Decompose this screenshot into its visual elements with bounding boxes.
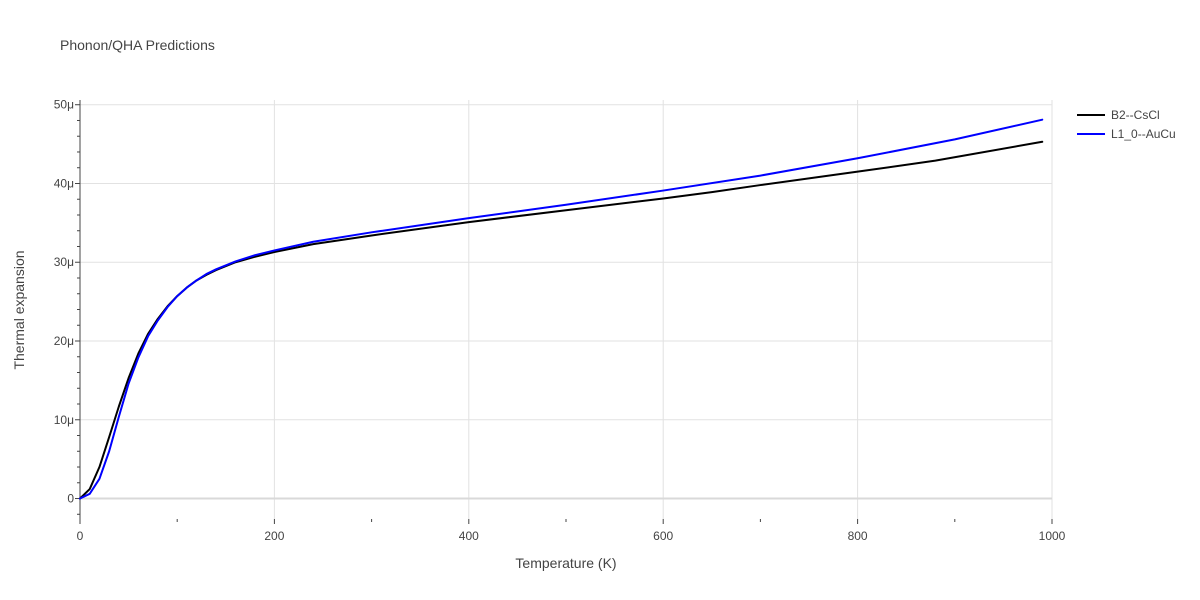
y-tick-label: 50μ xyxy=(54,98,74,112)
legend[interactable]: B2--CsCl L1_0--AuCu xyxy=(1077,108,1176,141)
y-tick-label: 0 xyxy=(67,492,74,506)
series-layer xyxy=(79,118,1044,500)
x-tick-label: 1000 xyxy=(1039,529,1066,543)
x-axis-title: Temperature (K) xyxy=(515,555,616,571)
y-tick-label: 30μ xyxy=(54,255,74,269)
y-tick-label: 10μ xyxy=(54,413,74,427)
x-tick-label: 200 xyxy=(264,529,284,543)
legend-label: B2--CsCl xyxy=(1111,108,1160,122)
y-tick-label: 20μ xyxy=(54,334,74,348)
y-axis-ticks: 0 10μ 20μ 30μ 40μ 50μ xyxy=(54,98,80,515)
legend-item-1[interactable]: B2--CsCl xyxy=(1077,108,1160,122)
x-tick-label: 400 xyxy=(459,529,479,543)
x-tick-label: 600 xyxy=(653,529,673,543)
y-tick-label: 40μ xyxy=(54,176,74,190)
y-gridlines xyxy=(80,104,1052,421)
x-tick-label: 0 xyxy=(77,529,84,543)
legend-label: L1_0--AuCu xyxy=(1111,127,1176,141)
legend-item-2[interactable]: L1_0--AuCu xyxy=(1077,127,1176,141)
x-tick-label: 800 xyxy=(848,529,868,543)
x-gridlines xyxy=(273,100,1053,519)
series-line-2[interactable] xyxy=(79,118,1044,500)
x-axis-ticks: 0 200 400 600 800 1000 xyxy=(77,519,1066,543)
series-line-1[interactable] xyxy=(79,140,1044,500)
y-axis-title: Thermal expansion xyxy=(11,250,27,369)
chart-title: Phonon/QHA Predictions xyxy=(60,37,215,53)
